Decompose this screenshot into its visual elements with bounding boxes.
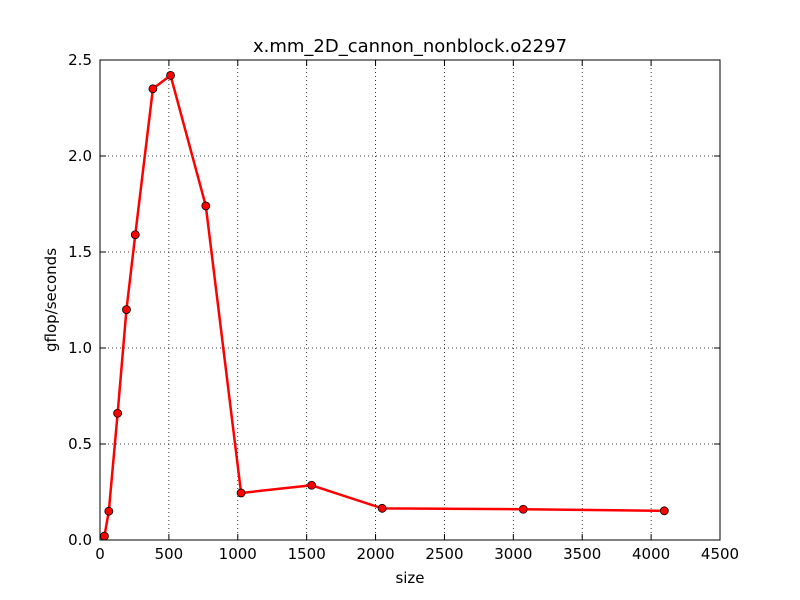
x-tick-label: 1500 (288, 545, 326, 563)
data-point (518, 504, 528, 514)
x-axis-label: size (395, 569, 424, 587)
y-tick-label: 1.5 (68, 243, 92, 261)
data-point (104, 506, 114, 516)
data-point (659, 506, 669, 516)
x-tick-label: 2500 (425, 545, 463, 563)
y-tick-label: 2.0 (68, 147, 92, 165)
y-tick-label: 2.5 (68, 51, 92, 69)
data-point (307, 480, 317, 490)
data-point (148, 84, 158, 94)
plot-frame (99, 59, 721, 541)
data-point (166, 70, 175, 80)
y-tick-label: 1.0 (68, 339, 92, 357)
data-point (122, 305, 131, 315)
x-tick-label: 3500 (563, 545, 601, 563)
y-tick-label: 0.0 (68, 531, 92, 549)
tick-layer: 0 500 1000 1500 2000 2500 3000 3500 4000 4500 0.0 0… (68, 51, 739, 563)
data-point (130, 230, 140, 240)
x-tick-label: 4000 (632, 545, 670, 563)
x-tick-label: 1000 (219, 545, 257, 563)
x-tick-label: 4500 (701, 545, 739, 563)
x-tick-label: 500 (155, 545, 184, 563)
y-axis-label: gflop/seconds (42, 248, 60, 352)
x-tick-label: 0 (95, 545, 105, 563)
data-point (113, 408, 123, 418)
data-point (377, 503, 387, 513)
series-layer (100, 70, 669, 541)
data-point (100, 531, 109, 541)
y-tick-label: 0.5 (68, 435, 92, 453)
data-point (236, 488, 246, 498)
x-tick-label: 2000 (356, 545, 394, 563)
grid-layer (100, 60, 720, 540)
data-point (201, 201, 211, 211)
x-tick-label: 3000 (494, 545, 532, 563)
chart-title: x.mm_2D_cannon_nonblock.o2297 (253, 36, 567, 57)
